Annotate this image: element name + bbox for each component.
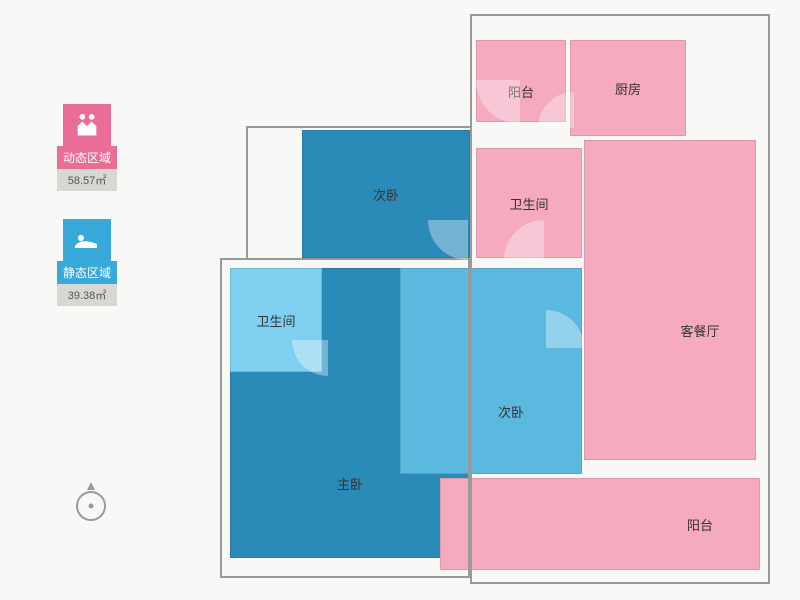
legend: 动态区域 58.57㎡ 静态区域 39.38㎡ <box>57 104 117 334</box>
legend-static-value: 39.38㎡ <box>57 284 117 306</box>
compass-icon <box>72 480 110 524</box>
room-label: 阳台 <box>687 515 713 534</box>
legend-static: 静态区域 39.38㎡ <box>57 219 117 306</box>
room-label: 卫生间 <box>256 311 295 330</box>
floorplan: 主卧客餐厅次卧次卧卫生间卫生间厨房阳台阳台卫生间 <box>200 10 780 590</box>
room-label: 厨房 <box>615 79 641 98</box>
room-label: 次卧 <box>498 402 524 421</box>
room-bedroom2-mid: 次卧 <box>400 268 582 474</box>
room-label: 卫生间 <box>509 194 548 213</box>
room-livingdining: 客餐厅 <box>584 140 756 460</box>
room-label: 次卧 <box>373 185 399 204</box>
legend-static-label: 静态区域 <box>57 261 117 284</box>
sleep-icon <box>63 219 111 261</box>
room-label: 客餐厅 <box>680 321 719 340</box>
legend-dynamic-label: 动态区域 <box>57 146 117 169</box>
people-icon <box>63 104 111 146</box>
room-label: 主卧 <box>337 474 363 493</box>
legend-dynamic-value: 58.57㎡ <box>57 169 117 191</box>
room-balcony-bot: 阳台 <box>440 478 760 570</box>
legend-dynamic: 动态区域 58.57㎡ <box>57 104 117 191</box>
room-kitchen: 厨房 <box>570 40 686 136</box>
